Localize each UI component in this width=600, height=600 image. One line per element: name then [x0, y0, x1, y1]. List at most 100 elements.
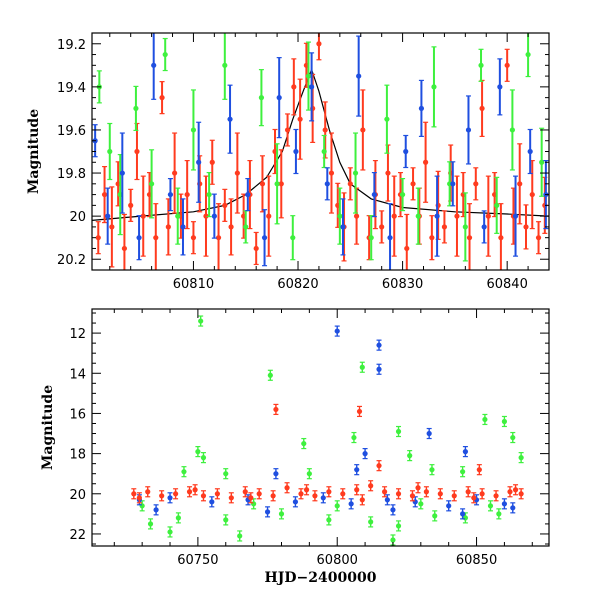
data-point: [162, 51, 168, 58]
data-point: [159, 95, 165, 101]
data-point: [395, 523, 402, 529]
data-point: [139, 503, 145, 509]
data-point: [504, 62, 510, 68]
data-point: [429, 235, 435, 241]
series-1: [95, 33, 548, 270]
data-point: [415, 213, 421, 219]
data-point: [309, 84, 315, 90]
data-point: [359, 497, 365, 503]
data-point: [485, 213, 491, 219]
x-tick-label: 60820: [277, 277, 318, 292]
data-point: [248, 495, 254, 501]
data-point: [482, 416, 488, 423]
data-point: [190, 127, 197, 133]
data-point: [147, 521, 154, 527]
series-3: [131, 403, 524, 506]
data-point: [390, 537, 396, 543]
data-point: [328, 170, 335, 176]
chart-panel-2: 60750 60800 60850 12 14 16 18 20 22 Magnitude HJD−…: [40, 308, 550, 586]
data-point: [259, 181, 266, 187]
data-point: [368, 235, 374, 241]
data-point: [234, 170, 240, 176]
data-point: [451, 493, 457, 499]
data-point: [418, 105, 425, 112]
series-2: [96, 33, 545, 262]
y-tick-label: 20: [69, 210, 86, 225]
data-point: [186, 489, 193, 495]
y-tick-label: 20: [69, 488, 86, 503]
data-point: [261, 235, 268, 241]
data-point: [172, 491, 179, 497]
data-point: [460, 511, 466, 517]
data-point: [434, 213, 440, 219]
data-point: [446, 503, 452, 509]
data-point: [153, 235, 159, 241]
data-point: [184, 191, 190, 198]
data-point: [298, 491, 304, 497]
data-point: [535, 235, 542, 241]
x-axis-title: HJD−2400000: [265, 570, 377, 586]
data-point: [278, 181, 284, 187]
data-point: [347, 181, 353, 187]
data-point: [527, 148, 533, 155]
data-point: [200, 493, 207, 499]
data-point: [384, 116, 390, 122]
data-point: [222, 202, 228, 208]
data-point: [172, 170, 178, 176]
data-point: [466, 235, 473, 241]
data-point: [209, 159, 215, 165]
data-point: [105, 213, 111, 219]
data-point: [206, 191, 212, 198]
data-point: [107, 148, 113, 155]
data-point: [190, 235, 197, 241]
data-point: [290, 235, 296, 241]
data-point: [391, 213, 397, 219]
data-point: [303, 487, 310, 493]
data-point: [128, 202, 134, 208]
data-point: [387, 235, 393, 241]
data-point: [462, 224, 468, 230]
data-point: [267, 372, 273, 378]
data-point: [119, 170, 125, 176]
data-point: [175, 213, 181, 219]
data-point: [297, 116, 303, 122]
data-point: [376, 342, 382, 348]
data-point: [167, 191, 174, 198]
data-point: [326, 517, 332, 523]
data-point: [180, 224, 186, 230]
data-point: [258, 95, 265, 101]
data-point: [487, 503, 494, 509]
data-point: [209, 499, 215, 505]
data-point: [109, 224, 115, 230]
x-tick-label: 60810: [173, 277, 214, 292]
data-point: [403, 148, 409, 155]
data-point: [517, 181, 523, 187]
data-point: [410, 181, 416, 187]
data-point: [292, 499, 299, 505]
data-point: [101, 191, 108, 198]
data-point: [360, 127, 366, 133]
data-point: [415, 485, 421, 491]
y-tick-label: 12: [69, 327, 86, 342]
data-point: [291, 84, 297, 90]
data-point: [496, 511, 502, 517]
data-point: [223, 517, 229, 523]
data-point: [395, 428, 402, 435]
data-point: [399, 191, 406, 198]
data-point: [431, 84, 437, 90]
data-point: [368, 483, 374, 489]
data-point: [494, 202, 500, 208]
data-point: [348, 501, 354, 507]
data-point: [243, 224, 249, 230]
data-point: [200, 455, 207, 461]
data-point: [376, 366, 382, 372]
data-point: [131, 491, 137, 497]
data-point: [340, 491, 346, 497]
data-point: [454, 213, 460, 219]
data-point: [510, 505, 516, 511]
data-point: [276, 95, 282, 101]
data-point: [441, 224, 448, 230]
data-point: [140, 213, 146, 219]
data-point: [121, 245, 128, 252]
data-point: [256, 491, 262, 497]
